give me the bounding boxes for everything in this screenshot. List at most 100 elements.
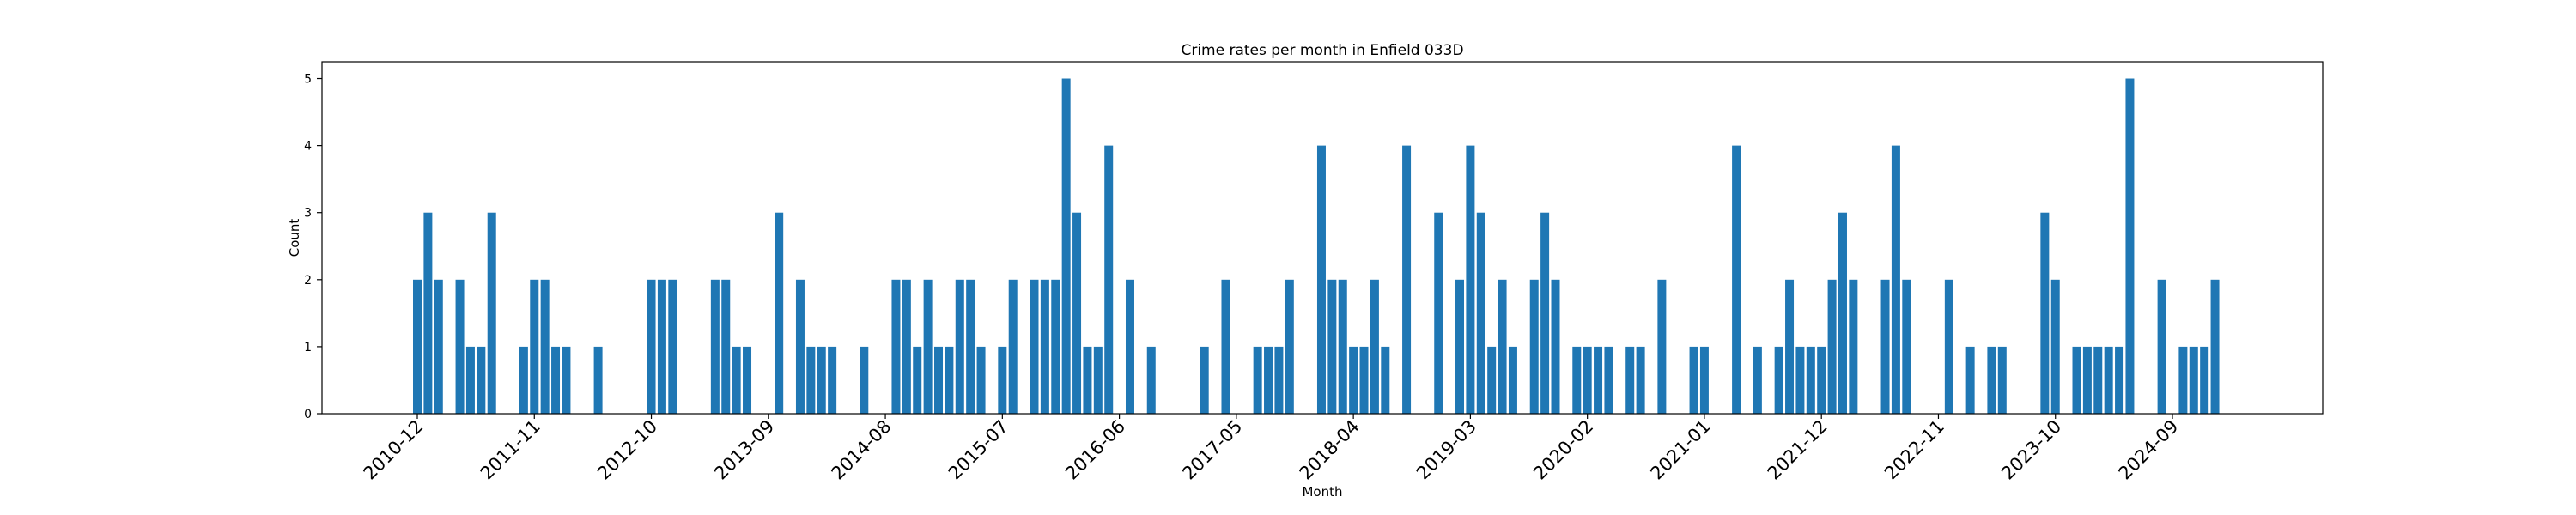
bar-2015-08 [1008, 279, 1018, 414]
bar-2018-07 [1381, 346, 1390, 414]
bar-2024-10 [2178, 346, 2188, 414]
bar-2023-12 [2072, 346, 2081, 414]
bar-2017-07 [1253, 346, 1262, 414]
bar-2021-12 [1817, 346, 1826, 414]
bar-2024-11 [2189, 346, 2198, 414]
bar-2011-06 [477, 346, 486, 414]
bar-2020-06 [1625, 346, 1635, 414]
bar-2015-02 [945, 346, 954, 414]
bar-2014-09 [891, 279, 901, 414]
bar-2019-10 [1540, 212, 1550, 414]
x-tick-label: 2017-05 [1178, 416, 1246, 484]
bar-2023-04 [1987, 346, 1996, 414]
bar-2015-04 [966, 279, 975, 414]
bar-2019-03 [1466, 145, 1475, 414]
bar-2024-02 [2093, 346, 2103, 414]
bar-2018-06 [1370, 279, 1379, 414]
bar-2015-12 [1051, 279, 1060, 414]
bar-2024-03 [2104, 346, 2113, 414]
bar-2019-05 [1487, 346, 1497, 414]
bar-2021-09 [1785, 279, 1795, 414]
bar-2020-01 [1572, 346, 1582, 414]
bar-2014-02 [817, 346, 826, 414]
bar-2016-07 [1125, 279, 1134, 414]
bar-2017-08 [1264, 346, 1273, 414]
chart-title: Crime rates per month in Enfield 033D [1181, 42, 1463, 59]
bar-2012-10 [647, 279, 656, 414]
bar-2022-02 [1838, 212, 1847, 414]
bar-2018-02 [1327, 279, 1337, 414]
bar-2021-01 [1699, 346, 1709, 414]
bar-2017-04 [1221, 279, 1230, 414]
x-axis-ticks: 2010-12 2011-11 2012-10 2013-09 2014-08 2015-… [360, 414, 2183, 484]
bar-2014-10 [902, 279, 911, 414]
x-tick-label: 2019-03 [1413, 416, 1480, 484]
x-tick-label: 2015-07 [945, 416, 1012, 484]
bar-2021-10 [1795, 346, 1805, 414]
bar-2016-02 [1072, 212, 1082, 414]
bar-2024-01 [2082, 346, 2092, 414]
bar-2010-12 [413, 279, 422, 414]
x-tick-label: 2023-10 [1997, 416, 2065, 484]
bar-2013-10 [775, 212, 784, 414]
bar-2013-06 [732, 346, 741, 414]
x-tick-label: 2021-01 [1646, 416, 1714, 484]
y-tick-label: 1 [304, 341, 312, 354]
y-axis-ticks: 0 1 2 3 4 5 [304, 73, 322, 421]
bar-2021-08 [1774, 346, 1783, 414]
x-tick-label: 2020-02 [1529, 416, 1597, 484]
bar-2020-04 [1604, 346, 1613, 414]
bar-2016-03 [1083, 346, 1092, 414]
bar-2021-06 [1753, 346, 1762, 414]
bar-2014-11 [913, 346, 922, 414]
bar-2014-01 [806, 346, 816, 414]
bar-2015-10 [1030, 279, 1039, 414]
x-tick-label: 2024-09 [2115, 416, 2183, 484]
bar-2019-02 [1455, 279, 1465, 414]
y-tick-label: 0 [304, 408, 312, 421]
bar-2011-04 [455, 279, 465, 414]
bar-2011-05 [465, 346, 475, 414]
bar-2022-12 [1944, 279, 1953, 414]
bar-2022-08 [1902, 279, 1911, 414]
bar-2011-11 [530, 279, 539, 414]
bar-2016-01 [1061, 78, 1071, 415]
bar-2025-01 [2210, 279, 2220, 414]
bar-2020-03 [1594, 346, 1603, 414]
bar-2014-12 [923, 279, 933, 414]
bar-2021-11 [1806, 346, 1815, 414]
bar-2022-07 [1891, 145, 1900, 414]
bar-2018-04 [1349, 346, 1358, 414]
bar-2011-01 [423, 212, 433, 414]
bar-2015-01 [934, 346, 944, 414]
x-tick-label: 2011-11 [477, 416, 544, 484]
x-tick-label: 2022-11 [1880, 416, 1948, 484]
y-tick-label: 4 [304, 140, 312, 154]
bar-2012-05 [593, 346, 603, 414]
bar-2021-04 [1732, 145, 1741, 414]
bar-2020-07 [1636, 346, 1645, 414]
bar-2018-01 [1316, 145, 1326, 414]
plot-frame [321, 61, 2324, 415]
bar-2012-11 [657, 279, 666, 414]
bar-2023-09 [2040, 212, 2050, 414]
bar-2015-07 [998, 346, 1007, 414]
bar-2012-02 [562, 346, 571, 414]
bar-2013-07 [743, 346, 752, 414]
bar-2023-10 [2050, 279, 2060, 414]
bar-2023-05 [1997, 346, 2007, 414]
bar-2019-04 [1476, 212, 1485, 414]
bar-2017-02 [1200, 346, 1209, 414]
y-tick-label: 3 [304, 207, 312, 221]
bars-group [413, 78, 2220, 415]
x-tick-label: 2018-04 [1296, 416, 1364, 484]
y-axis-label: Count [287, 219, 302, 258]
bar-2017-09 [1274, 346, 1284, 414]
bar-2015-05 [976, 346, 986, 414]
bar-2024-08 [2157, 279, 2166, 414]
x-tick-label: 2016-06 [1061, 416, 1129, 484]
bar-2015-11 [1040, 279, 1049, 414]
bar-2024-04 [2115, 346, 2124, 414]
bar-2012-12 [668, 279, 677, 414]
